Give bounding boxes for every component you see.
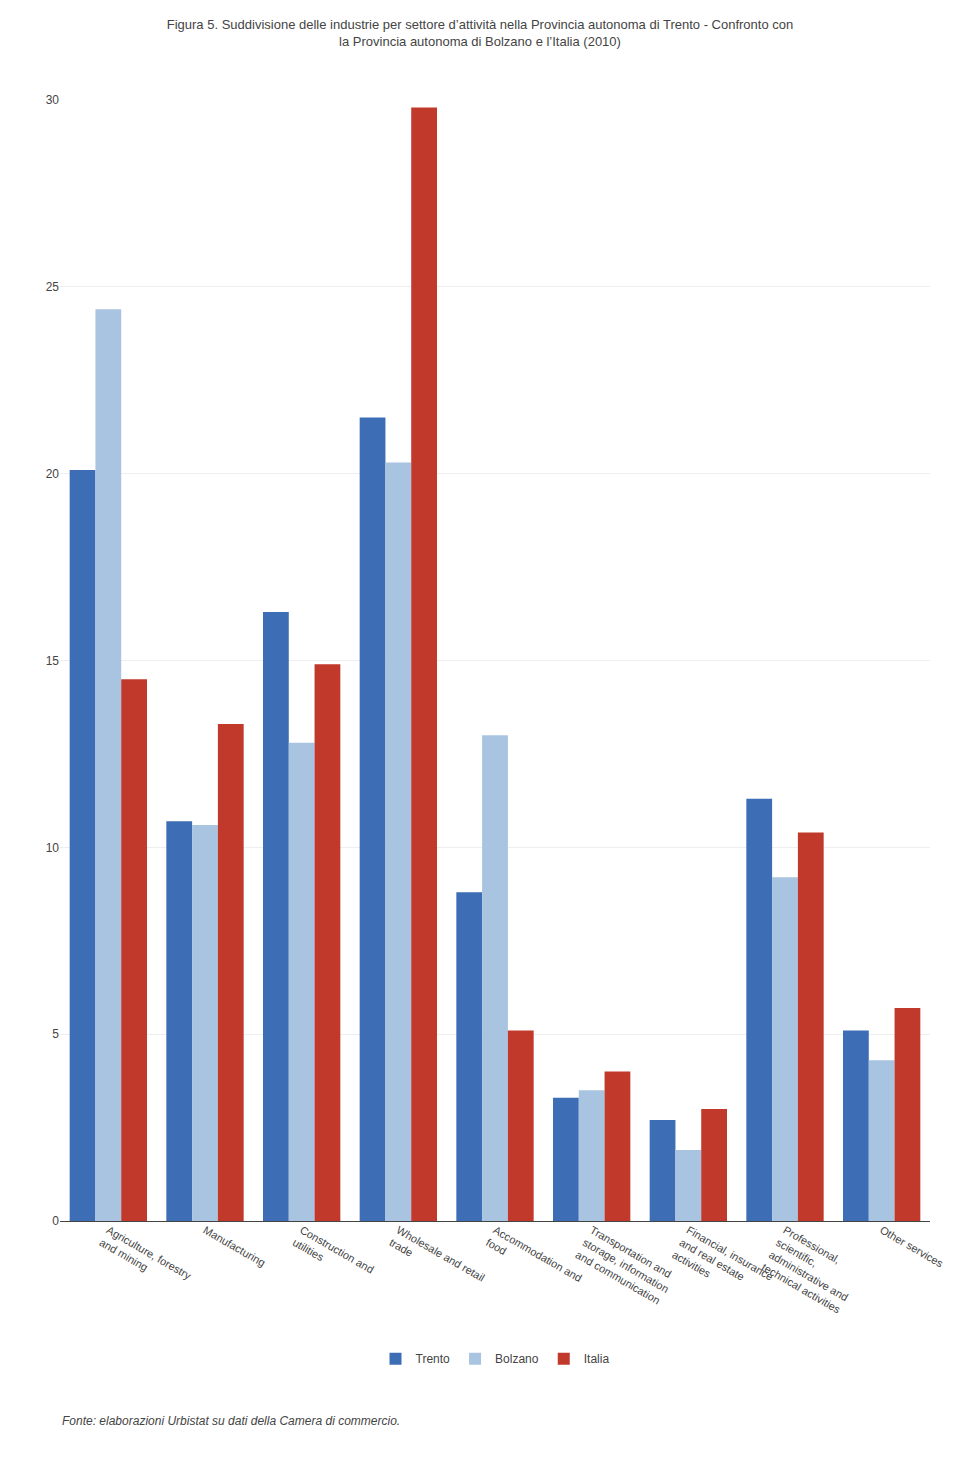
svg-text:20: 20 bbox=[46, 467, 60, 481]
svg-text:10: 10 bbox=[46, 841, 60, 855]
svg-text:Agriculture, forestryand minin: Agriculture, forestryand mining bbox=[97, 1224, 193, 1295]
svg-text:Accommodation andfood: Accommodation andfood bbox=[484, 1224, 584, 1297]
svg-text:0: 0 bbox=[52, 1214, 59, 1228]
svg-text:Figura 5. Suddivisione delle i: Figura 5. Suddivisione delle industrie p… bbox=[167, 17, 794, 49]
svg-text:Fonte: elaborazioni Urbistat s: Fonte: elaborazioni Urbistat su dati del… bbox=[62, 1414, 400, 1428]
svg-text:Financial, insuranceand real e: Financial, insuranceand real estateactiv… bbox=[670, 1224, 775, 1308]
svg-text:5: 5 bbox=[52, 1027, 59, 1041]
svg-text:30: 30 bbox=[46, 93, 60, 107]
svg-text:15: 15 bbox=[46, 654, 60, 668]
svg-text:25: 25 bbox=[46, 280, 60, 294]
svg-text:Manufacturing: Manufacturing bbox=[201, 1224, 267, 1269]
svg-text:Italia: Italia bbox=[584, 1352, 610, 1366]
svg-text:Trento: Trento bbox=[416, 1352, 451, 1366]
svg-text:Other services: Other services bbox=[878, 1224, 946, 1270]
svg-text:Construction andutilities: Construction andutilities bbox=[291, 1224, 376, 1288]
svg-text:Transportation andstorage, inf: Transportation andstorage, informationan… bbox=[574, 1224, 678, 1308]
svg-text:Wholesale and retailtrade: Wholesale and retailtrade bbox=[387, 1224, 486, 1297]
svg-text:Bolzano: Bolzano bbox=[495, 1352, 539, 1366]
svg-text:Professional,scientific,admini: Professional,scientific,administrative a… bbox=[760, 1224, 865, 1316]
